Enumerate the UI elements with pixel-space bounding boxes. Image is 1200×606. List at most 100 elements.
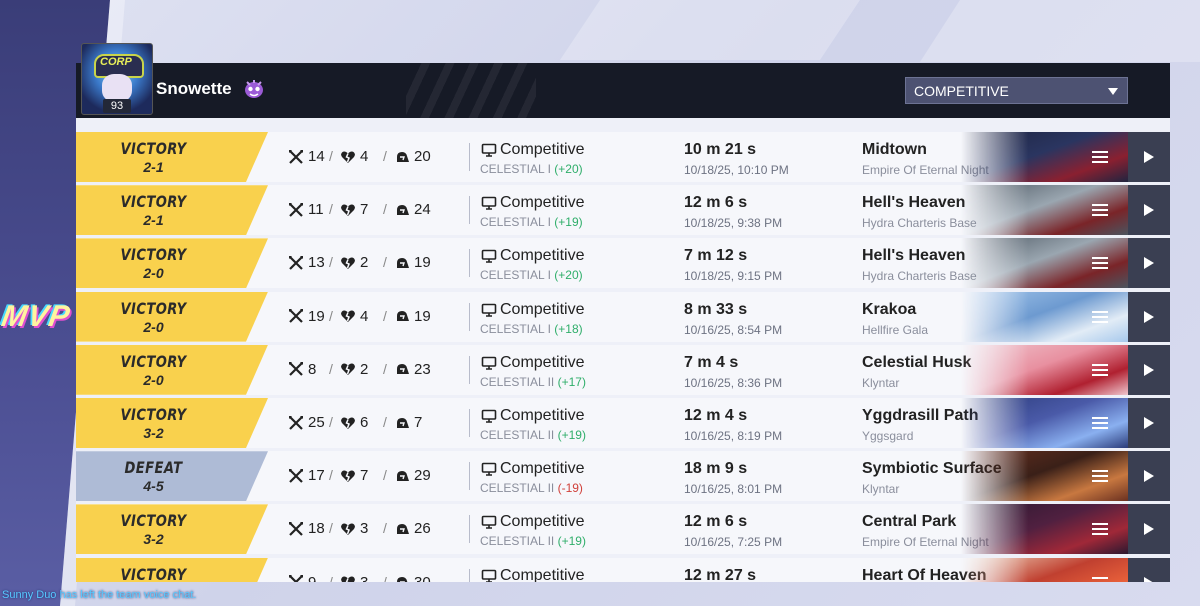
match-result: VICTORY 2-0 <box>76 291 268 342</box>
match-mode-label: Competitive <box>500 300 585 318</box>
match-mode-label: Competitive <box>500 407 585 424</box>
broken-heart-icon <box>340 308 356 324</box>
map-name: Central Park <box>862 513 957 531</box>
replay-button[interactable] <box>1128 291 1170 342</box>
match-date: 10/16/25, 8:36 PM <box>684 375 783 390</box>
assists-value: 7 <box>414 414 423 431</box>
replay-button[interactable] <box>1128 344 1170 395</box>
helmet-icon <box>394 574 410 582</box>
assists-value: 30 <box>414 574 431 582</box>
assists-value: 19 <box>414 254 431 272</box>
match-result: VICTORY 2-0 <box>76 238 268 289</box>
map-name: Hell's Heaven <box>862 247 966 265</box>
replay-button[interactable] <box>1128 185 1170 236</box>
match-row[interactable]: VICTORY 2-1 14 / 4 / 20 Competitive CELE… <box>76 132 1170 182</box>
match-mode: Competitive <box>481 301 584 319</box>
play-icon <box>1144 576 1154 582</box>
match-duration: 18 m 9 s <box>684 460 748 478</box>
stat-separator: / <box>329 520 333 537</box>
menu-lines-icon[interactable] <box>1092 310 1108 323</box>
assists-stat: 20 <box>394 148 431 165</box>
kills-stat: 8 <box>288 361 316 378</box>
assists-value: 29 <box>414 467 431 485</box>
kills-value: 8 <box>308 360 317 378</box>
menu-lines-icon[interactable] <box>1092 257 1108 270</box>
menu-lines-icon[interactable] <box>1092 523 1108 536</box>
monitor-icon <box>481 142 497 158</box>
helmet-icon <box>394 202 410 218</box>
replay-button[interactable] <box>1128 451 1170 502</box>
replay-button[interactable] <box>1128 132 1170 182</box>
match-row[interactable]: VICTORY 2-0 13 / 2 / 19 Competitive CELE… <box>76 238 1170 289</box>
assists-value: 24 <box>414 201 431 219</box>
match-row[interactable]: VICTORY 2-0 8 / 2 / 23 Competitive CELES… <box>76 344 1170 395</box>
menu-lines-icon[interactable] <box>1092 151 1108 163</box>
map-name: Heart Of Heaven <box>862 566 987 582</box>
helmet-icon <box>394 308 410 324</box>
match-row[interactable]: VICTORY 2-1 11 / 7 / 24 Competitive CELE… <box>76 185 1170 236</box>
column-divider <box>469 355 470 384</box>
broken-heart-icon <box>340 521 356 537</box>
monitor-icon <box>481 195 497 211</box>
replay-button[interactable] <box>1128 398 1170 448</box>
replay-button[interactable] <box>1128 504 1170 555</box>
stat-separator: / <box>383 360 387 377</box>
map-name: Midtown <box>862 141 927 158</box>
column-divider <box>469 409 470 437</box>
match-result: VICTORY 3-2 <box>76 504 268 555</box>
match-row[interactable]: VICTORY 3-2 18 / 3 / 26 Competitive CELE… <box>76 504 1170 555</box>
play-icon <box>1144 204 1154 217</box>
kills-stat: 19 <box>288 308 325 325</box>
assists-stat: 23 <box>394 361 431 378</box>
menu-lines-icon[interactable] <box>1092 417 1108 429</box>
result-label: VICTORY <box>120 192 187 212</box>
map-region: Klyntar <box>862 375 900 390</box>
menu-lines-icon[interactable] <box>1092 470 1108 483</box>
menu-lines-icon[interactable] <box>1092 204 1108 217</box>
assists-stat: 30 <box>394 574 431 582</box>
match-row[interactable]: VICTORY 3-2 25 / 6 / 7 Competitive CELES… <box>76 398 1170 448</box>
match-result: VICTORY 2-1 <box>76 132 268 182</box>
play-icon <box>1144 257 1154 270</box>
match-row[interactable]: VICTORY 9 / 3 / 30 Competitive 12 m 27 s… <box>76 557 1170 582</box>
match-date: 10/18/25, 9:15 PM <box>684 269 783 284</box>
result-score: 2-0 <box>143 318 164 335</box>
broken-heart-icon <box>340 574 356 582</box>
match-date: 10/18/25, 10:10 PM <box>684 163 789 177</box>
kills-stat: 13 <box>288 254 325 271</box>
result-score: 2-1 <box>143 212 164 229</box>
match-result: VICTORY 3-2 <box>76 398 268 448</box>
match-row[interactable]: VICTORY 2-0 19 / 4 / 19 Competitive CELE… <box>76 291 1170 342</box>
map-name: Hell's Heaven <box>862 194 966 212</box>
helmet-icon <box>394 255 410 271</box>
rank-tier: CELESTIAL II <box>480 374 555 389</box>
menu-lines-icon[interactable] <box>1092 576 1108 582</box>
match-duration: 12 m 6 s <box>684 194 748 212</box>
match-row[interactable]: DEFEAT 4-5 17 / 7 / 29 Competitive CELES… <box>76 451 1170 502</box>
match-duration: 7 m 4 s <box>684 353 739 371</box>
broken-heart-icon <box>340 361 356 377</box>
match-mode: Competitive <box>481 141 584 159</box>
play-icon <box>1144 310 1154 323</box>
match-rank: CELESTIAL I (+19) <box>480 215 583 229</box>
deaths-stat: 4 <box>340 308 368 325</box>
replay-button[interactable] <box>1128 557 1170 582</box>
assists-stat: 29 <box>394 467 431 484</box>
play-icon <box>1144 470 1154 483</box>
rank-change: (+19) <box>557 428 586 442</box>
match-rank: CELESTIAL II (+19) <box>480 534 586 548</box>
header-decoration <box>406 63 536 118</box>
match-duration: 12 m 6 s <box>684 513 748 531</box>
menu-lines-icon[interactable] <box>1092 363 1108 376</box>
replay-button[interactable] <box>1128 238 1170 289</box>
match-rank: CELESTIAL II (-19) <box>480 481 583 495</box>
match-rank: CELESTIAL I (+18) <box>480 322 583 336</box>
monitor-icon <box>481 408 497 424</box>
map-region: Yggsgard <box>862 429 914 443</box>
broken-heart-icon <box>340 149 356 165</box>
assists-value: 19 <box>414 307 431 325</box>
match-result: VICTORY <box>76 557 268 582</box>
map-region: Hellfire Gala <box>862 322 929 337</box>
match-mode: Competitive <box>481 194 584 212</box>
mode-filter-dropdown[interactable]: COMPETITIVE <box>905 77 1128 104</box>
